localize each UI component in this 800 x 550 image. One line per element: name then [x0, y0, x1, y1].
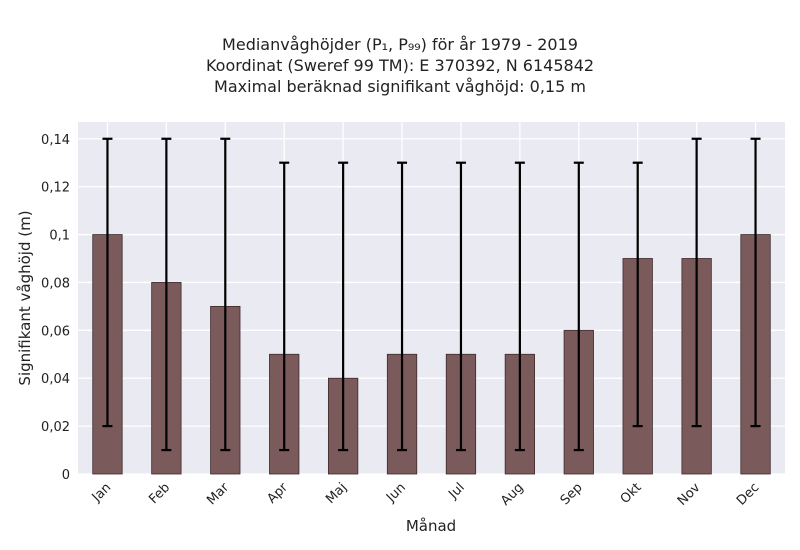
- x-tick-label-okt: Okt: [618, 480, 645, 507]
- y-tick-labels: 0 0,02 0,04 0,06 0,08 0,1 0,12 0,14: [41, 133, 70, 483]
- y-axis-label: Signifikant våghöjd (m): [16, 210, 34, 385]
- x-tick-label-jan: Jan: [89, 480, 114, 505]
- x-tick-label-sep: Sep: [558, 480, 586, 508]
- y-tick-label: 0: [62, 468, 70, 483]
- x-tick-labels: Jan Feb Mar Apr Maj Jun Jul Aug Sep Okt Nov Dec: [89, 480, 763, 509]
- x-tick-label-jun: Jun: [383, 480, 409, 506]
- y-tick-label: 0,06: [41, 324, 70, 339]
- title-line-1: Medianvåghöjder (P₁, P₉₉) för år 1979 - …: [222, 35, 578, 54]
- x-tick-label-maj: Maj: [323, 480, 350, 507]
- y-tick-label: 0,02: [41, 420, 70, 435]
- title-line-3: Maximal beräknad signifikant våghöjd: 0,…: [214, 77, 586, 96]
- error-bars: [102, 137, 761, 452]
- x-axis-label: Månad: [406, 517, 456, 535]
- x-tick-label-mar: Mar: [204, 480, 232, 508]
- x-tick-label-jul: Jul: [445, 480, 467, 502]
- y-tick-label: 0,1: [49, 229, 70, 244]
- y-tick-label: 0,14: [41, 133, 70, 148]
- x-tick-label-apr: Apr: [265, 480, 292, 507]
- plot-background: [78, 122, 785, 474]
- x-tick-label-feb: Feb: [146, 480, 173, 507]
- x-tick-label-aug: Aug: [498, 480, 527, 509]
- chart-title: Medianvåghöjder (P₁, P₉₉) för år 1979 - …: [0, 34, 800, 97]
- title-line-2: Koordinat (Sweref 99 TM): E 370392, N 61…: [205, 56, 595, 75]
- y-tick-label: 0,08: [41, 276, 70, 291]
- x-tick-label-dec: Dec: [734, 480, 762, 508]
- x-tick-label-nov: Nov: [675, 480, 704, 509]
- y-tick-label: 0,04: [41, 372, 70, 387]
- y-tick-label: 0,12: [41, 181, 70, 196]
